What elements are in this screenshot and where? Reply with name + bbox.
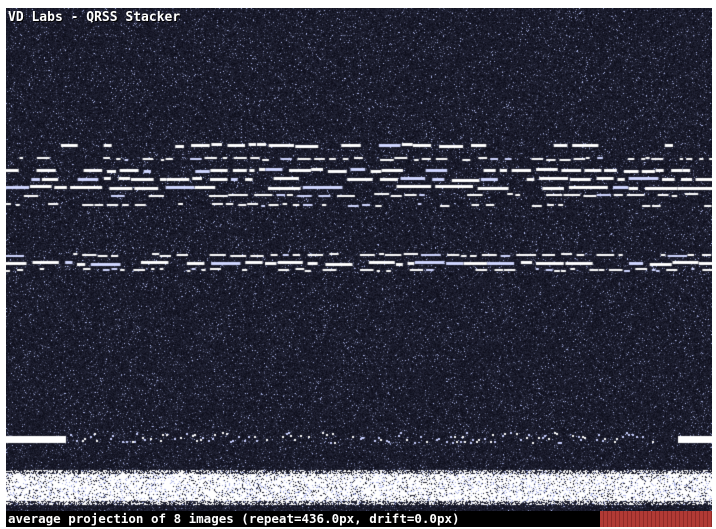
status-text: average projection of 8 images (repeat=4… [8, 511, 460, 526]
window-title: VD Labs - QRSS Stacker [8, 10, 181, 25]
status-accent-strip [600, 511, 712, 527]
status-bar: average projection of 8 images (repeat=4… [6, 511, 712, 527]
spectrogram-image [6, 8, 712, 527]
stacked-spectrogram-view: VD Labs - QRSS Stacker average projectio… [6, 8, 712, 527]
